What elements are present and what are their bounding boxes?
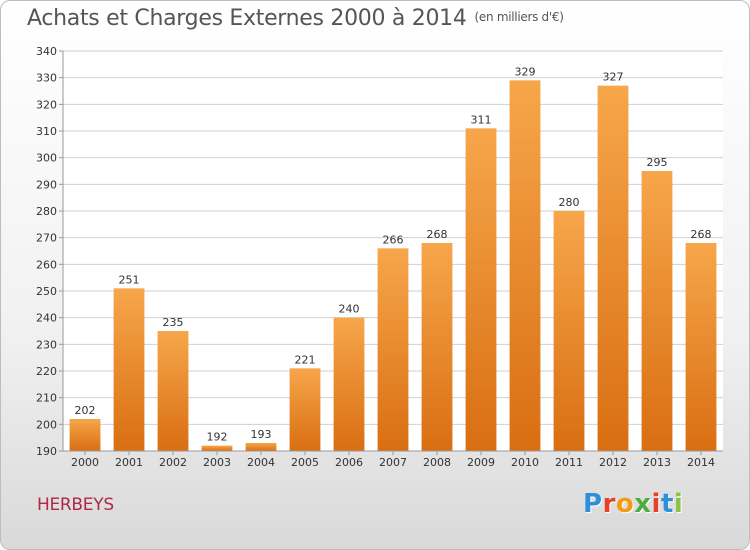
- y-tick-label: 190: [36, 445, 57, 458]
- x-tick-label: 2007: [379, 456, 407, 469]
- title-text: Achats et Charges Externes 2000 à 2014: [27, 6, 467, 31]
- data-label: 251: [119, 273, 140, 286]
- x-tick-label: 2004: [247, 456, 275, 469]
- commune-name: HERBEYS: [37, 495, 114, 515]
- data-label: 268: [691, 228, 712, 241]
- bar: [685, 243, 717, 451]
- y-axis: 190 200 210 220 230 240 250 260 270 280 290 300 310 3…: [36, 45, 64, 458]
- data-label: 327: [603, 71, 624, 84]
- bar: [377, 248, 409, 451]
- y-tick-label: 220: [36, 365, 57, 378]
- x-tick-label: 2012: [599, 456, 627, 469]
- proxiti-logo: Proxiti: [583, 489, 683, 519]
- logo-letter: i: [651, 489, 661, 519]
- bar: [201, 445, 233, 451]
- x-axis: 2000 2001 2002 2003 2004 2005 2006 2007 2008 2009…: [63, 450, 723, 469]
- bar: [553, 211, 585, 451]
- y-tick-label: 230: [36, 338, 57, 351]
- y-tick-label: 330: [36, 72, 57, 85]
- data-label: 280: [559, 196, 580, 209]
- logo-letter: r: [602, 489, 616, 519]
- bar: [113, 288, 145, 451]
- x-tick-label: 2011: [555, 456, 583, 469]
- logo-letter: o: [615, 489, 635, 519]
- bar: [597, 85, 629, 452]
- x-tick-label: 2014: [687, 456, 715, 469]
- y-tick-label: 300: [36, 152, 57, 165]
- data-label: 329: [515, 65, 536, 78]
- y-tick-label: 200: [36, 418, 57, 431]
- bar: [245, 443, 277, 451]
- y-tick-label: 310: [36, 125, 57, 138]
- y-tick-label: 290: [36, 178, 57, 191]
- bars-group: [69, 80, 717, 452]
- data-label: 235: [163, 316, 184, 329]
- value-labels: 202 251 235 192 193 221 240 266 268 311 329 280 327 2…: [75, 65, 712, 443]
- x-tick-label: 2002: [159, 456, 187, 469]
- bar: [289, 368, 321, 451]
- bar: [641, 171, 673, 451]
- x-tick-label: 2001: [115, 456, 143, 469]
- logo-letter: x: [634, 489, 652, 519]
- x-tick-label: 2009: [467, 456, 495, 469]
- x-tick-label: 2003: [203, 456, 231, 469]
- x-tick-label: 2000: [71, 456, 99, 469]
- x-tick-label: 2006: [335, 456, 363, 469]
- x-tick-label: 2010: [511, 456, 539, 469]
- y-tick-label: 340: [36, 45, 57, 58]
- y-tick-label: 260: [36, 258, 57, 271]
- unit-text: (en milliers d'€): [474, 10, 564, 24]
- y-tick-label: 250: [36, 285, 57, 298]
- y-tick-label: 210: [36, 392, 57, 405]
- bar: [421, 243, 453, 451]
- bar: [157, 331, 189, 451]
- data-label: 266: [383, 233, 404, 246]
- x-tick-label: 2008: [423, 456, 451, 469]
- data-label: 240: [339, 303, 360, 316]
- x-tick-label: 2013: [643, 456, 671, 469]
- data-label: 221: [295, 353, 316, 366]
- logo-letter: P: [583, 489, 603, 519]
- y-tick-label: 270: [36, 232, 57, 245]
- logo-letter: t: [660, 489, 674, 519]
- data-label: 192: [207, 431, 228, 444]
- y-tick-label: 280: [36, 205, 57, 218]
- x-tick-label: 2005: [291, 456, 319, 469]
- y-tick-label: 240: [36, 312, 57, 325]
- data-label: 295: [647, 156, 668, 169]
- data-label: 193: [251, 428, 272, 441]
- data-label: 311: [471, 113, 492, 126]
- logo-letter: i: [673, 489, 684, 519]
- chart-title: Achats et Charges Externes 2000 à 2014 (e…: [27, 6, 564, 31]
- bar: [509, 80, 541, 451]
- bar: [465, 128, 497, 451]
- data-label: 202: [75, 404, 96, 417]
- bar: [69, 419, 101, 451]
- bar: [333, 317, 365, 451]
- data-label: 268: [427, 228, 448, 241]
- y-tick-label: 320: [36, 98, 57, 111]
